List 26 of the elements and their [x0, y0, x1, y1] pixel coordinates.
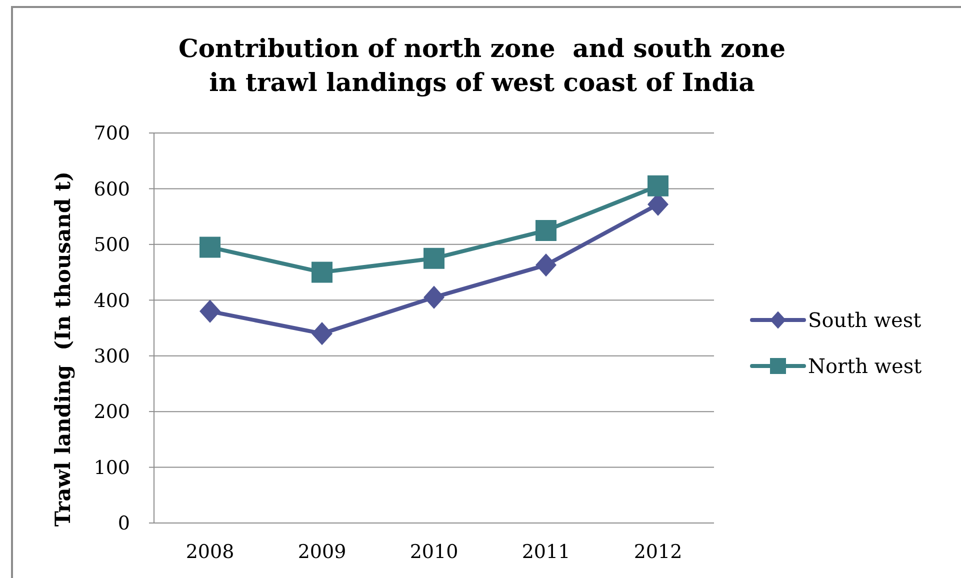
point	[312, 262, 332, 283]
x-tick-label: 2012	[634, 541, 682, 563]
y-tick-label: 500	[94, 234, 130, 256]
point	[536, 220, 556, 241]
y-tick-label: 200	[94, 401, 130, 424]
y-axis-title: Trawl landing (In thousand t)	[50, 171, 75, 527]
y-tick-label: 600	[94, 178, 130, 200]
x-tick-label: 2011	[522, 541, 570, 563]
point	[424, 248, 444, 269]
legend-label: South west	[808, 308, 922, 332]
x-tick-label: 2009	[298, 541, 346, 563]
point	[200, 236, 220, 258]
y-tick-label: 0	[118, 512, 130, 535]
point	[648, 175, 668, 196]
point	[312, 322, 332, 346]
y-tick-label: 100	[94, 456, 130, 479]
point	[424, 286, 444, 309]
y-tick-label: 400	[94, 290, 130, 312]
legend-label: North west	[808, 354, 922, 378]
y-tick-label: 300	[94, 346, 130, 368]
point	[536, 253, 556, 277]
x-tick-label: 2008	[186, 541, 234, 563]
point	[200, 300, 220, 323]
x-tick-label: 2010	[410, 541, 458, 563]
chart-title: Contribution of north zone and south zone in trawl landings of west coast of India	[178, 34, 786, 97]
y-tick-label: 700	[94, 122, 130, 145]
